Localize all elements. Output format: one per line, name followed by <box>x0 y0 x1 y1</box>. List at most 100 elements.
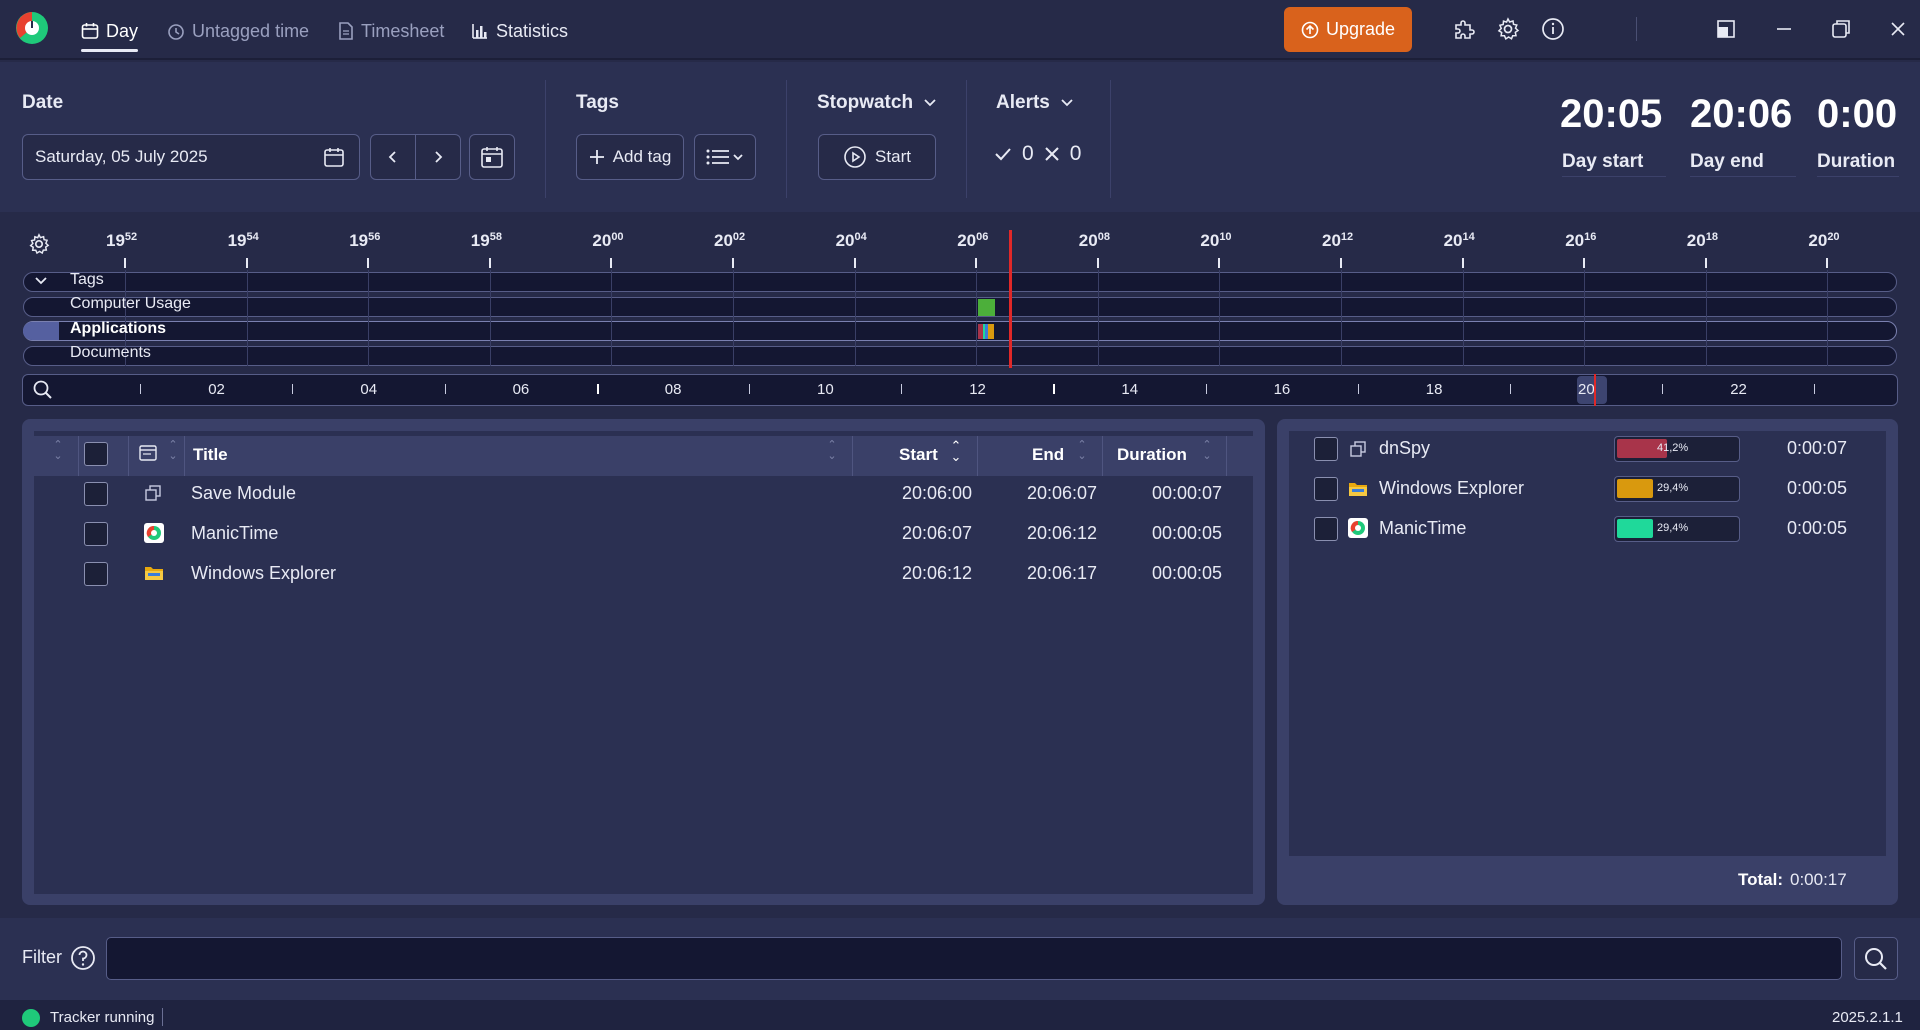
tab-untagged-time[interactable]: Untagged time <box>167 14 309 48</box>
app-checkbox[interactable] <box>1314 437 1338 461</box>
app-checkbox[interactable] <box>1314 517 1338 541</box>
manictime-icon <box>144 523 164 543</box>
calendar-picker-icon[interactable] <box>323 146 345 168</box>
column-divider <box>128 436 129 476</box>
track-label-documents: Documents <box>70 344 151 361</box>
timeline-gridline <box>246 270 248 366</box>
tick-minute: 20 <box>1827 231 1840 243</box>
ruler-tick <box>748 384 750 394</box>
timeline-gridline <box>1219 270 1221 366</box>
search-icon[interactable] <box>32 379 54 401</box>
maximize-icon[interactable] <box>1827 15 1855 43</box>
search-icon <box>1863 946 1889 972</box>
tick-minute: 58 <box>489 231 502 243</box>
row-checkbox[interactable] <box>84 482 108 506</box>
ruler-visible-window[interactable] <box>1577 376 1607 404</box>
day-start-time: 20:05 <box>1560 92 1663 136</box>
day-overview-ruler[interactable] <box>22 374 1898 406</box>
window-column-icon[interactable] <box>139 445 157 461</box>
collapse-chevron-icon[interactable] <box>34 276 48 286</box>
timeline-tick-mark <box>1340 258 1342 268</box>
track-applications[interactable] <box>23 321 1897 341</box>
section-divider <box>545 80 546 198</box>
ruler-hour-label: 18 <box>1425 381 1443 398</box>
today-button[interactable] <box>469 134 515 180</box>
next-day-button[interactable] <box>415 134 461 180</box>
track-computer-usage[interactable] <box>23 297 1897 317</box>
restore-icon[interactable] <box>1712 15 1740 43</box>
bar-fill <box>1617 519 1653 538</box>
alerts-crossed-count: 0 <box>1069 142 1082 165</box>
tab-day-label: Day <box>106 20 139 41</box>
app-time: 0:00:05 <box>1787 518 1848 538</box>
start-button[interactable]: Start <box>818 134 936 180</box>
filter-search-button[interactable] <box>1854 937 1898 980</box>
minimize-icon[interactable] <box>1770 15 1798 43</box>
row-checkbox[interactable] <box>84 522 108 546</box>
timeline-tick-label: 2010 <box>1200 231 1231 251</box>
timeline-tick-label: 2008 <box>1079 231 1110 251</box>
app-block-dnspy[interactable] <box>978 324 983 339</box>
app-block-windows-explorer[interactable] <box>988 324 994 339</box>
stopwatch-dropdown[interactable]: Stopwatch <box>817 92 937 114</box>
timeline-tick-mark <box>488 258 491 268</box>
manictime-icon <box>1348 518 1368 538</box>
end-column-header[interactable]: End <box>1032 445 1065 464</box>
puzzle-icon[interactable] <box>1450 15 1478 43</box>
timeline-settings-icon[interactable] <box>28 233 50 255</box>
tab-statistics[interactable]: Statistics <box>471 14 568 48</box>
timeline-gridline <box>1827 270 1829 366</box>
filter-input[interactable] <box>106 937 1842 980</box>
section-divider <box>786 80 787 198</box>
status-bar <box>0 1000 1920 1030</box>
icon-sort-icon[interactable]: ⌃ ⌄ <box>168 439 178 462</box>
track-documents[interactable] <box>23 346 1897 366</box>
date-input[interactable]: Saturday, 05 July 2025 <box>22 134 360 180</box>
start-sort-ascending-icon[interactable]: ⌃ ⌄ <box>950 438 962 464</box>
tab-untagged-label: Untagged time <box>192 20 310 41</box>
upgrade-button[interactable]: Upgrade <box>1284 7 1412 52</box>
help-icon[interactable] <box>70 945 96 971</box>
timeline-tick-mark <box>1218 258 1221 268</box>
app-name: Windows Explorer <box>1379 478 1525 498</box>
timeline-tick-label: 2002 <box>714 231 745 251</box>
add-tag-label: Add tag <box>612 147 672 166</box>
app-time: 0:00:05 <box>1787 478 1848 498</box>
duration-sort-icon[interactable]: ⌃ ⌄ <box>1202 439 1212 462</box>
row-end: 20:06:07 <box>1027 483 1098 503</box>
day-end-time: 20:06 <box>1690 92 1793 136</box>
app-checkbox[interactable] <box>1314 477 1338 501</box>
start-column-header[interactable]: Start <box>899 445 938 464</box>
calendar-icon <box>81 22 99 40</box>
alerts-dropdown[interactable]: Alerts <box>996 92 1074 114</box>
computer-usage-block[interactable] <box>978 299 995 316</box>
gear-icon[interactable] <box>1494 15 1522 43</box>
tick-hour: 19 <box>470 231 490 250</box>
tab-statistics-label: Statistics <box>496 20 569 41</box>
row-checkbox[interactable] <box>84 562 108 586</box>
tab-timesheet-label: Timesheet <box>361 20 445 41</box>
title-column-header[interactable]: Title <box>193 445 228 464</box>
duration-column-header[interactable]: Duration <box>1117 445 1187 464</box>
timeline-gridline <box>125 270 126 366</box>
select-all-checkbox[interactable] <box>84 442 108 466</box>
tick-minute: 10 <box>1219 231 1232 243</box>
title-sort-icon[interactable]: ⌃ ⌄ <box>827 439 837 462</box>
track-tags[interactable] <box>23 272 1897 292</box>
close-icon[interactable] <box>1884 15 1912 43</box>
bar-fill <box>1617 439 1667 458</box>
tab-timesheet[interactable]: Timesheet <box>338 14 444 48</box>
tab-day[interactable]: Day <box>81 14 139 52</box>
add-tag-button[interactable]: Add tag <box>576 134 684 180</box>
end-sort-icon[interactable]: ⌃ ⌄ <box>1077 439 1087 462</box>
tick-minute: 02 <box>732 231 746 243</box>
tracker-status-text[interactable]: Tracker running <box>50 1009 155 1026</box>
tag-list-menu-button[interactable] <box>694 134 756 180</box>
timeline-tick-mark <box>124 258 126 268</box>
row-sort-icon[interactable]: ⌃ ⌄ <box>53 439 63 462</box>
app-percentage-bar: 41,2% <box>1614 436 1740 462</box>
info-icon[interactable] <box>1539 15 1567 43</box>
title-bar <box>0 0 1920 60</box>
previous-day-button[interactable] <box>370 134 416 180</box>
column-divider <box>1226 436 1227 476</box>
